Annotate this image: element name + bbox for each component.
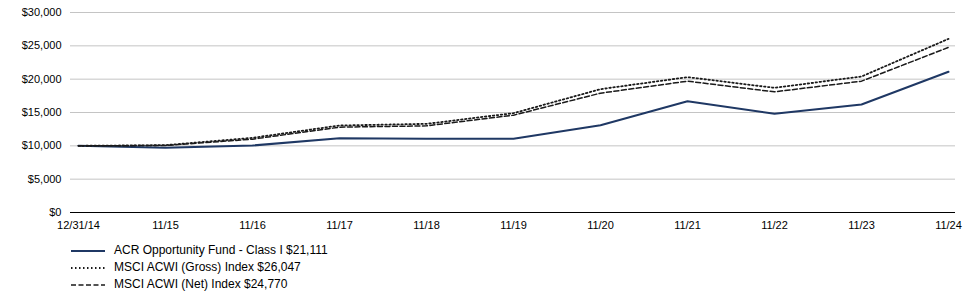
svg-text:$0: $0 [49,206,61,218]
svg-text:11/19: 11/19 [500,219,527,231]
svg-text:11/21: 11/21 [674,219,701,231]
html-text:ACR Opportunity Fund - Class I: ACR Opportunity Fund - Class I $21,111 [114,243,328,257]
svg-text:11/17: 11/17 [326,219,353,231]
svg-text:$5,000: $5,000 [28,173,62,185]
html-text:MSCI ACWI (Gross) Index $26,04: MSCI ACWI (Gross) Index $26,047 [114,260,301,274]
svg-text:11/20: 11/20 [587,219,614,231]
html-text:MSCI ACWI (Net) Index $24,770: MSCI ACWI (Net) Index $24,770 [114,277,288,291]
svg-text:11/24: 11/24 [935,219,962,231]
svg-text:$25,000: $25,000 [22,39,62,51]
svg-text:11/18: 11/18 [413,219,440,231]
svg-text:$30,000: $30,000 [22,6,62,18]
svg-text:12/31/14: 12/31/14 [57,219,100,231]
svg-text:11/23: 11/23 [848,219,875,231]
svg-text:11/22: 11/22 [761,219,788,231]
svg-text:$20,000: $20,000 [22,73,62,85]
svg-text:11/16: 11/16 [239,219,266,231]
svg-text:11/15: 11/15 [152,219,179,231]
svg-text:$10,000: $10,000 [22,139,62,151]
svg-text:$15,000: $15,000 [22,106,62,118]
